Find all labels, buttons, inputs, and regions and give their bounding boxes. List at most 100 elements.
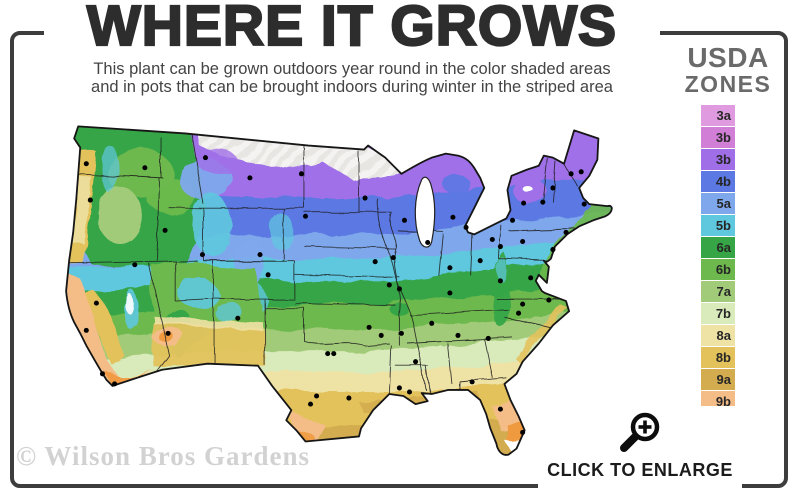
legend-zone-label: 8a — [716, 328, 731, 343]
city-dot — [386, 282, 392, 288]
legend-zone-row: 5b — [701, 215, 735, 236]
legend-zone-label: 3b — [715, 152, 731, 167]
city-dot — [165, 330, 171, 336]
legend-zone-row: 4b — [701, 171, 735, 192]
city-dot — [516, 310, 522, 316]
legend-zone-label: 8b — [715, 350, 731, 365]
city-dot — [568, 171, 574, 177]
us-hardiness-map-svg — [65, 125, 613, 456]
legend-zone-label: 5a — [716, 196, 731, 211]
city-dot — [550, 185, 556, 191]
legend-zone-row: 3b — [701, 127, 735, 148]
city-dot — [112, 381, 118, 387]
city-dot — [528, 275, 534, 281]
city-dot — [540, 199, 546, 205]
legend-zone-row: 7b — [701, 303, 735, 324]
legend-title-zones: ZONES — [684, 71, 772, 97]
city-dot — [265, 272, 271, 278]
legend-zone-label: 6b — [715, 262, 731, 277]
city-dot — [390, 255, 396, 261]
city-dot — [346, 395, 352, 401]
lake-michigan — [414, 176, 436, 248]
city-dot — [199, 252, 205, 258]
legend-zone-row: 8b — [701, 347, 735, 368]
city-dot — [469, 379, 475, 385]
legend-zone-label: 3b — [715, 130, 731, 145]
legend-zone-row: 6a — [701, 237, 735, 258]
city-dot — [202, 155, 209, 161]
city-dot — [425, 239, 431, 246]
city-dot — [463, 224, 469, 230]
click-to-enlarge-button[interactable]: CLICK TO ENLARGE — [538, 406, 742, 490]
city-dot — [93, 300, 99, 306]
legend-zone-row: 3a — [701, 105, 735, 126]
city-dot — [406, 389, 413, 395]
city-dot — [520, 238, 526, 245]
city-dot — [520, 301, 526, 307]
city-dot — [142, 165, 148, 171]
city-dot — [372, 259, 378, 265]
city-dot — [455, 332, 461, 338]
city-dot — [362, 195, 368, 201]
city-dot — [325, 351, 331, 357]
city-dot — [450, 214, 456, 220]
city-dot — [398, 330, 404, 336]
city-dot — [546, 297, 552, 303]
usda-zones-legend-title: USDA ZONES — [678, 44, 778, 97]
city-dot — [366, 324, 372, 330]
city-dot — [314, 393, 320, 399]
striped-indoor-area — [197, 131, 401, 182]
city-dot — [396, 385, 402, 391]
city-dot — [497, 406, 503, 412]
legend-zone-label: 9a — [716, 372, 731, 387]
city-dot — [413, 359, 419, 365]
city-dot — [429, 320, 435, 326]
city-dot — [83, 327, 89, 333]
city-dot — [497, 278, 503, 284]
city-dot — [83, 161, 89, 167]
city-dot — [489, 236, 495, 242]
subtitle-line-1: This plant can be grown outdoors year ro… — [93, 60, 611, 78]
legend-zone-label: 9b — [715, 394, 731, 409]
legend-zone-row: 7a — [701, 281, 735, 302]
city-dot — [99, 371, 105, 377]
city-dot — [550, 247, 556, 253]
city-dot — [578, 169, 584, 175]
page-title: WHERE IT GROWS — [44, 0, 660, 60]
legend-zone-row: 9a — [701, 369, 735, 390]
city-dot — [162, 227, 168, 233]
legend-zone-label: 5b — [715, 218, 731, 233]
enlarge-label: CLICK TO ENLARGE — [547, 460, 733, 480]
city-dot — [563, 229, 569, 235]
legend-zone-swatches: 3a3b3b4b5a5b6a6b7a7b8a8b9a9b10a10b — [701, 105, 735, 457]
city-dot — [298, 171, 304, 177]
legend-zone-row: 8a — [701, 325, 735, 346]
legend-zone-row: 6b — [701, 259, 735, 280]
city-dot — [132, 262, 138, 268]
legend-zone-label: 6a — [716, 240, 731, 255]
legend-zone-row: 5a — [701, 193, 735, 214]
legend-title-usda: USDA — [687, 42, 769, 73]
legend-zone-label: 7a — [716, 284, 731, 299]
city-dot — [509, 217, 516, 223]
city-dot — [477, 258, 483, 264]
legend-zone-label: 4b — [715, 174, 731, 189]
city-dot — [378, 332, 384, 338]
usda-zone-map[interactable] — [56, 111, 662, 475]
city-dot — [497, 244, 503, 250]
city-dot — [485, 335, 491, 341]
magnifier-plus-icon — [620, 412, 660, 452]
legend-zone-row: 3b — [701, 149, 735, 170]
city-dot — [87, 197, 93, 203]
legend-zone-label: 3a — [716, 108, 731, 123]
city-dot — [331, 351, 337, 357]
city-dot — [581, 201, 587, 207]
city-dot — [401, 217, 407, 223]
city-dot — [521, 200, 527, 206]
city-dot — [447, 265, 453, 271]
city-dot — [302, 213, 308, 219]
city-dot — [247, 175, 253, 181]
watermark: © Wilson Bros Gardens — [16, 441, 310, 471]
legend-zone-label: 7b — [715, 306, 731, 321]
subtitle: This plant can be grown outdoors year ro… — [44, 60, 660, 96]
